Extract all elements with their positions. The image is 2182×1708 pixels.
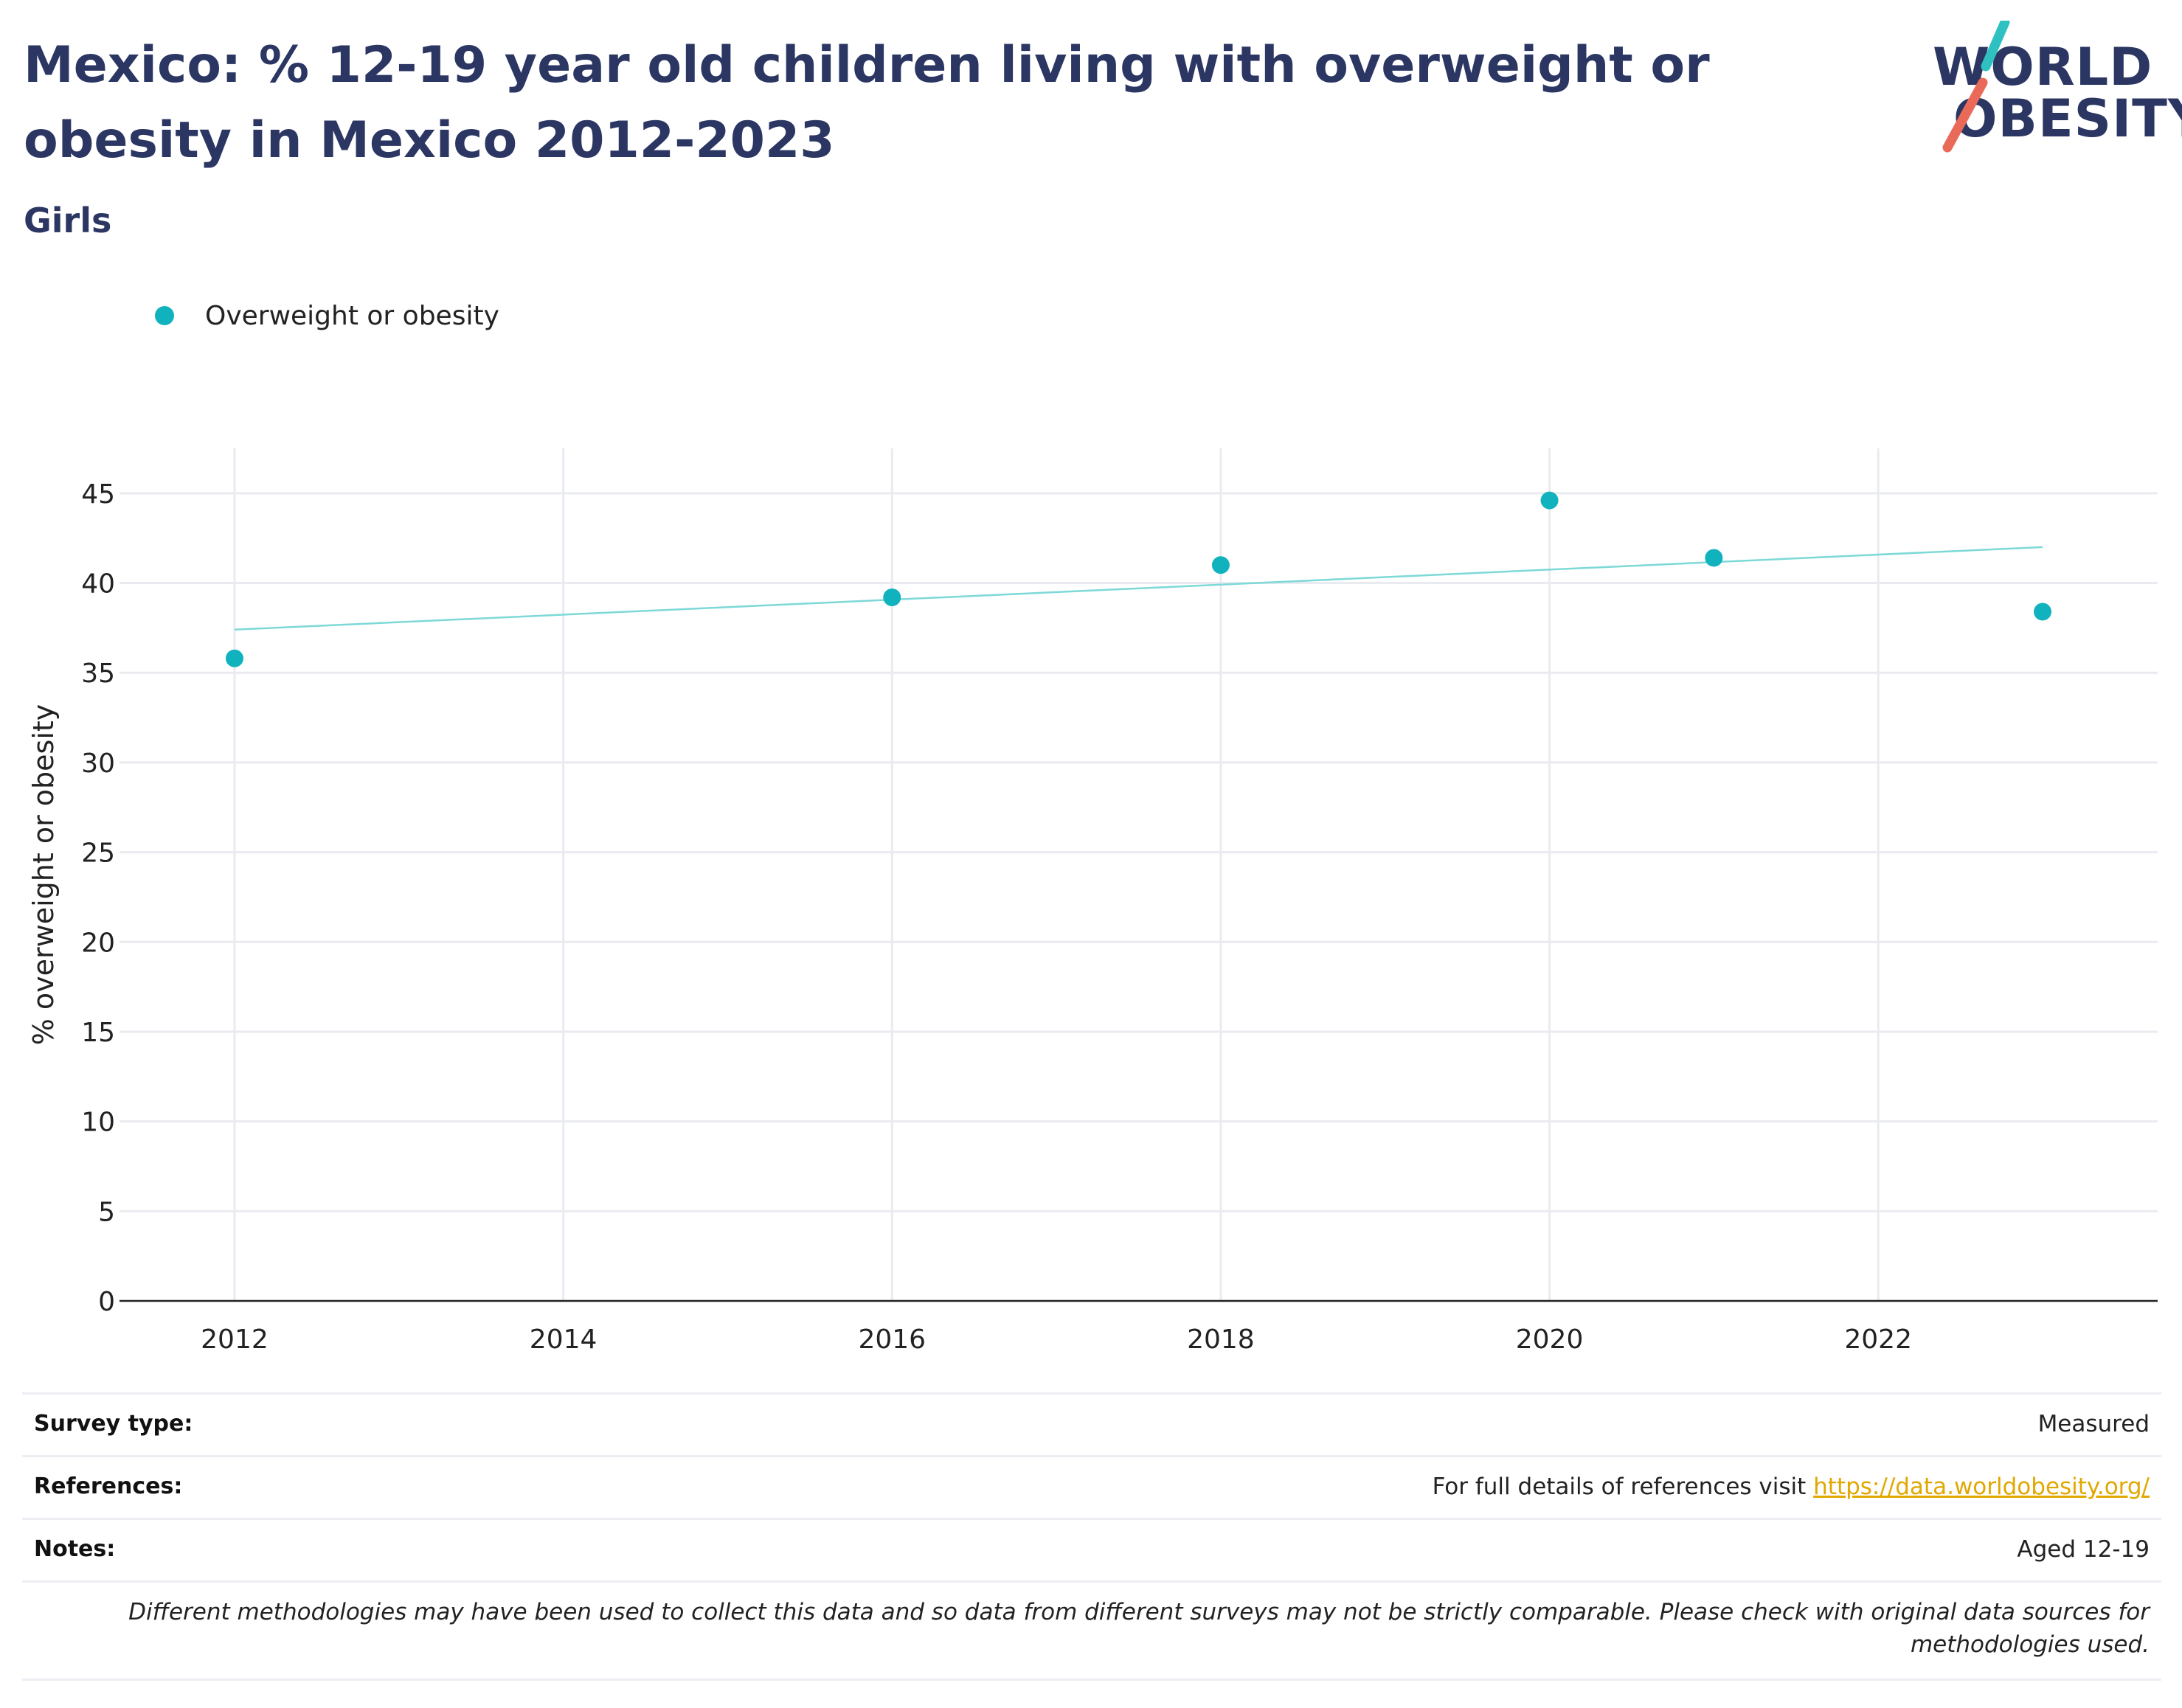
notes-row: Notes: Aged 12-19	[22, 1518, 2161, 1580]
grid-lines	[120, 448, 2158, 1301]
logo-slash-icon	[1942, 21, 2010, 153]
y-axis-ticks: 0 5 10 15 20 25 30 35 40 45	[81, 479, 115, 1317]
x-tick-label: 2020	[1516, 1325, 1584, 1350]
data-point	[1211, 556, 1230, 574]
y-axis-label: % overweight or obesity	[27, 704, 60, 1046]
info-table: Survey type: Measured References: For fu…	[22, 1392, 2161, 1681]
disclaimer-text: Different methodologies may have been us…	[128, 1599, 2150, 1658]
x-tick-label: 2012	[201, 1325, 269, 1350]
references-value: For full details of references visit htt…	[1433, 1473, 2150, 1500]
y-tick-label: 45	[81, 479, 115, 510]
y-tick-label: 15	[81, 1018, 115, 1048]
data-point	[883, 588, 901, 606]
x-axis-ticks: 2012 2014 2016 2018 2020 2022	[201, 1325, 1912, 1350]
survey-type-label: Survey type:	[34, 1411, 193, 1437]
legend-label: Overweight or obesity	[205, 300, 499, 331]
x-tick-label: 2014	[530, 1325, 598, 1350]
notes-value: Aged 12-19	[2017, 1536, 2150, 1563]
references-label: References:	[34, 1473, 183, 1499]
y-tick-label: 10	[81, 1108, 115, 1138]
y-tick-label: 20	[81, 928, 115, 958]
references-link[interactable]: https://data.worldobesity.org/	[1813, 1473, 2150, 1500]
chart-subtitle: Girls	[24, 201, 112, 240]
data-point	[2034, 603, 2052, 621]
y-tick-label: 35	[81, 659, 115, 689]
logo-word-world: WORLD	[1933, 37, 2153, 97]
survey-type-value: Measured	[2037, 1411, 2150, 1437]
trend-line	[234, 546, 2043, 631]
survey-type-row: Survey type: Measured	[22, 1392, 2161, 1455]
chart-title: Mexico: % 12-19 year old children living…	[24, 36, 1710, 170]
world-obesity-logo: WORLD OBESITY	[1918, 21, 2182, 153]
chart-legend[interactable]: Overweight or obesity	[155, 294, 499, 338]
logo-word-obesity: OBESITY	[1953, 88, 2182, 149]
y-tick-label: 0	[98, 1287, 115, 1317]
legend-marker	[155, 306, 174, 325]
references-row: References: For full details of referenc…	[22, 1455, 2161, 1518]
disclaimer-row: Different methodologies may have been us…	[22, 1580, 2161, 1681]
y-tick-label: 30	[81, 749, 115, 779]
y-tick-label: 25	[81, 839, 115, 869]
notes-label: Notes:	[34, 1536, 116, 1562]
y-tick-label: 40	[81, 569, 115, 600]
y-tick-label: 5	[98, 1197, 115, 1227]
data-point	[1705, 549, 1723, 567]
x-tick-label: 2022	[1844, 1325, 1912, 1350]
x-tick-label: 2016	[858, 1325, 926, 1350]
data-point	[1540, 491, 1559, 510]
x-tick-label: 2018	[1187, 1325, 1255, 1350]
data-point	[225, 649, 243, 667]
references-prefix: For full details of references visit	[1432, 1473, 1814, 1500]
data-points	[225, 491, 2052, 667]
